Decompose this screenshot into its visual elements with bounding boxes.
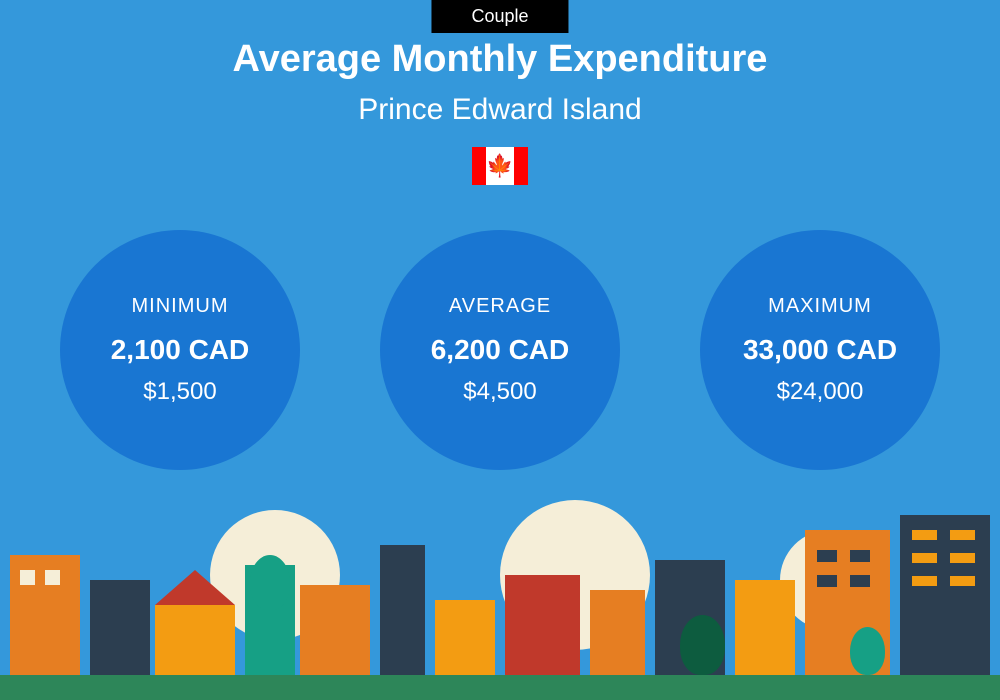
building-shape — [300, 585, 370, 675]
maple-leaf-icon: 🍁 — [486, 155, 513, 177]
building-shape — [380, 545, 425, 675]
tree-shape — [850, 627, 885, 675]
metric-secondary-value: $4,500 — [463, 378, 536, 406]
page-subtitle: Prince Edward Island — [0, 93, 1000, 127]
building-shape — [435, 600, 495, 675]
metric-secondary-value: $1,500 — [143, 378, 216, 406]
metric-primary-value: 6,200 CAD — [431, 334, 570, 366]
metric-secondary-value: $24,000 — [777, 378, 864, 406]
metric-maximum: MAXIMUM 33,000 CAD $24,000 — [700, 230, 940, 470]
roof-shape — [155, 570, 235, 605]
tree-shape — [680, 615, 725, 675]
page-title: Average Monthly Expenditure — [0, 38, 1000, 81]
canada-flag-icon: 🍁 — [472, 147, 528, 185]
tree-shape — [250, 555, 290, 610]
category-badge: Couple — [431, 0, 568, 33]
ground-shape — [0, 675, 1000, 700]
metric-primary-value: 33,000 CAD — [743, 334, 897, 366]
metric-minimum: MINIMUM 2,100 CAD $1,500 — [60, 230, 300, 470]
building-shape — [10, 555, 80, 675]
building-shape — [90, 580, 150, 675]
metric-primary-value: 2,100 CAD — [111, 334, 250, 366]
metric-average: AVERAGE 6,200 CAD $4,500 — [380, 230, 620, 470]
building-shape — [735, 580, 795, 675]
building-shape — [155, 605, 235, 675]
cityscape-illustration — [0, 500, 1000, 700]
building-shape — [590, 590, 645, 675]
metric-label: MAXIMUM — [768, 295, 872, 318]
metric-label: AVERAGE — [449, 295, 551, 318]
metric-label: MINIMUM — [132, 295, 229, 318]
building-shape — [900, 515, 990, 675]
metrics-row: MINIMUM 2,100 CAD $1,500 AVERAGE 6,200 C… — [0, 230, 1000, 470]
building-shape — [505, 575, 580, 675]
